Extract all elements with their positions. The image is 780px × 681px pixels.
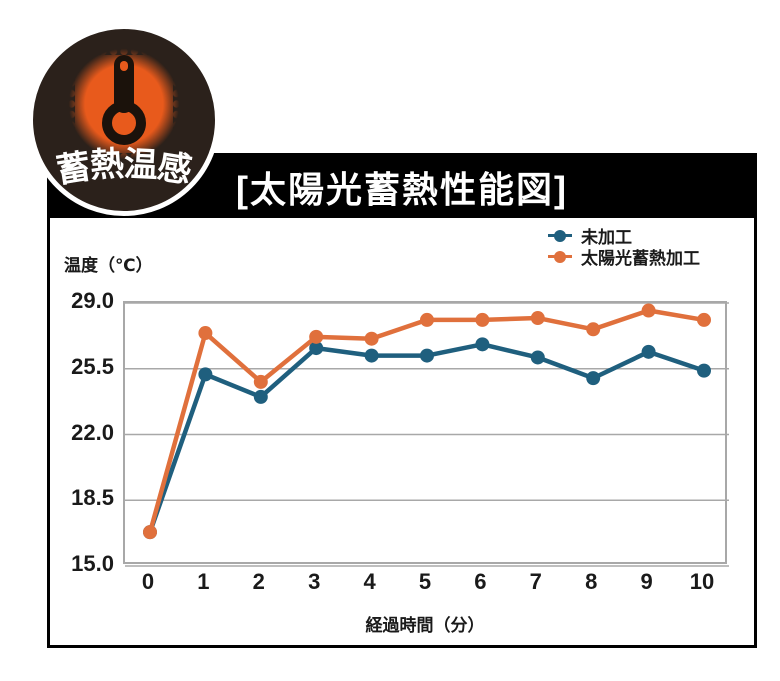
data-point — [530, 350, 545, 365]
data-point — [475, 337, 490, 352]
data-point — [143, 525, 157, 540]
x-tick-label: 2 — [252, 569, 265, 594]
legend: 未加工 太陽光蓄熱加工 — [548, 225, 700, 268]
chart-area: 温度（℃） 未加工 太陽光蓄熱加工 29.0 25.5 22 — [50, 218, 754, 645]
series-line-0 — [147, 342, 705, 533]
data-point — [697, 363, 711, 378]
x-tick-label: 0 — [141, 569, 155, 594]
y-tick-label: 15.0 — [71, 551, 114, 576]
heat-badge: 蓄熱温感 — [28, 24, 220, 216]
data-point — [198, 367, 213, 382]
data-point — [641, 303, 656, 318]
data-point — [641, 344, 656, 359]
x-tick-label: 5 — [418, 569, 432, 594]
x-tick-label: 10 — [689, 569, 715, 594]
legend-item-untreated: 未加工 — [548, 225, 700, 247]
data-point — [586, 371, 601, 386]
legend-label-treated: 太陽光蓄熱加工 — [581, 249, 700, 268]
data-point — [475, 312, 490, 327]
data-point — [697, 312, 711, 327]
y-tick-label: 29.0 — [71, 288, 114, 313]
data-point — [364, 331, 379, 346]
data-point — [309, 329, 324, 344]
data-point — [198, 326, 213, 341]
series-line-1 — [147, 308, 705, 533]
x-tick-label: 1 — [197, 569, 210, 594]
data-point — [586, 322, 601, 337]
data-point — [309, 341, 324, 356]
y-tick-label: 18.5 — [71, 485, 114, 511]
chart-title: [太陽光蓄熱性能図] — [236, 169, 568, 210]
y-tick-label: 22.0 — [71, 419, 114, 445]
data-point — [364, 348, 379, 363]
data-point — [253, 389, 268, 404]
y-tick-label: 25.5 — [71, 353, 114, 379]
x-tick-label: 4 — [363, 569, 376, 594]
legend-marker-orange-icon — [548, 250, 572, 263]
data-point — [530, 311, 545, 326]
badge-label: 蓄熱温感 — [53, 145, 195, 191]
legend-item-treated: 太陽光蓄熱加工 — [548, 246, 700, 268]
x-tick-label: 8 — [585, 569, 598, 594]
y-axis-title: 温度（℃） — [64, 256, 153, 275]
x-tick-label: 7 — [529, 569, 542, 594]
chart-panel: [太陽光蓄熱性能図] 温度（℃） 未加工 太陽光蓄熱加工 — [47, 153, 757, 648]
data-point — [253, 374, 268, 389]
data-point — [420, 348, 434, 363]
x-axis-title: 経過時間（分） — [365, 616, 485, 635]
line-chart — [125, 302, 729, 567]
data-point — [420, 312, 434, 327]
legend-label-untreated: 未加工 — [581, 228, 632, 247]
plot-area — [123, 301, 729, 567]
thermometer-icon — [102, 55, 146, 145]
x-tick-label: 9 — [640, 569, 653, 594]
legend-marker-blue-icon — [548, 229, 572, 242]
x-tick-label: 3 — [308, 569, 321, 594]
x-tick-label: 6 — [474, 569, 487, 594]
